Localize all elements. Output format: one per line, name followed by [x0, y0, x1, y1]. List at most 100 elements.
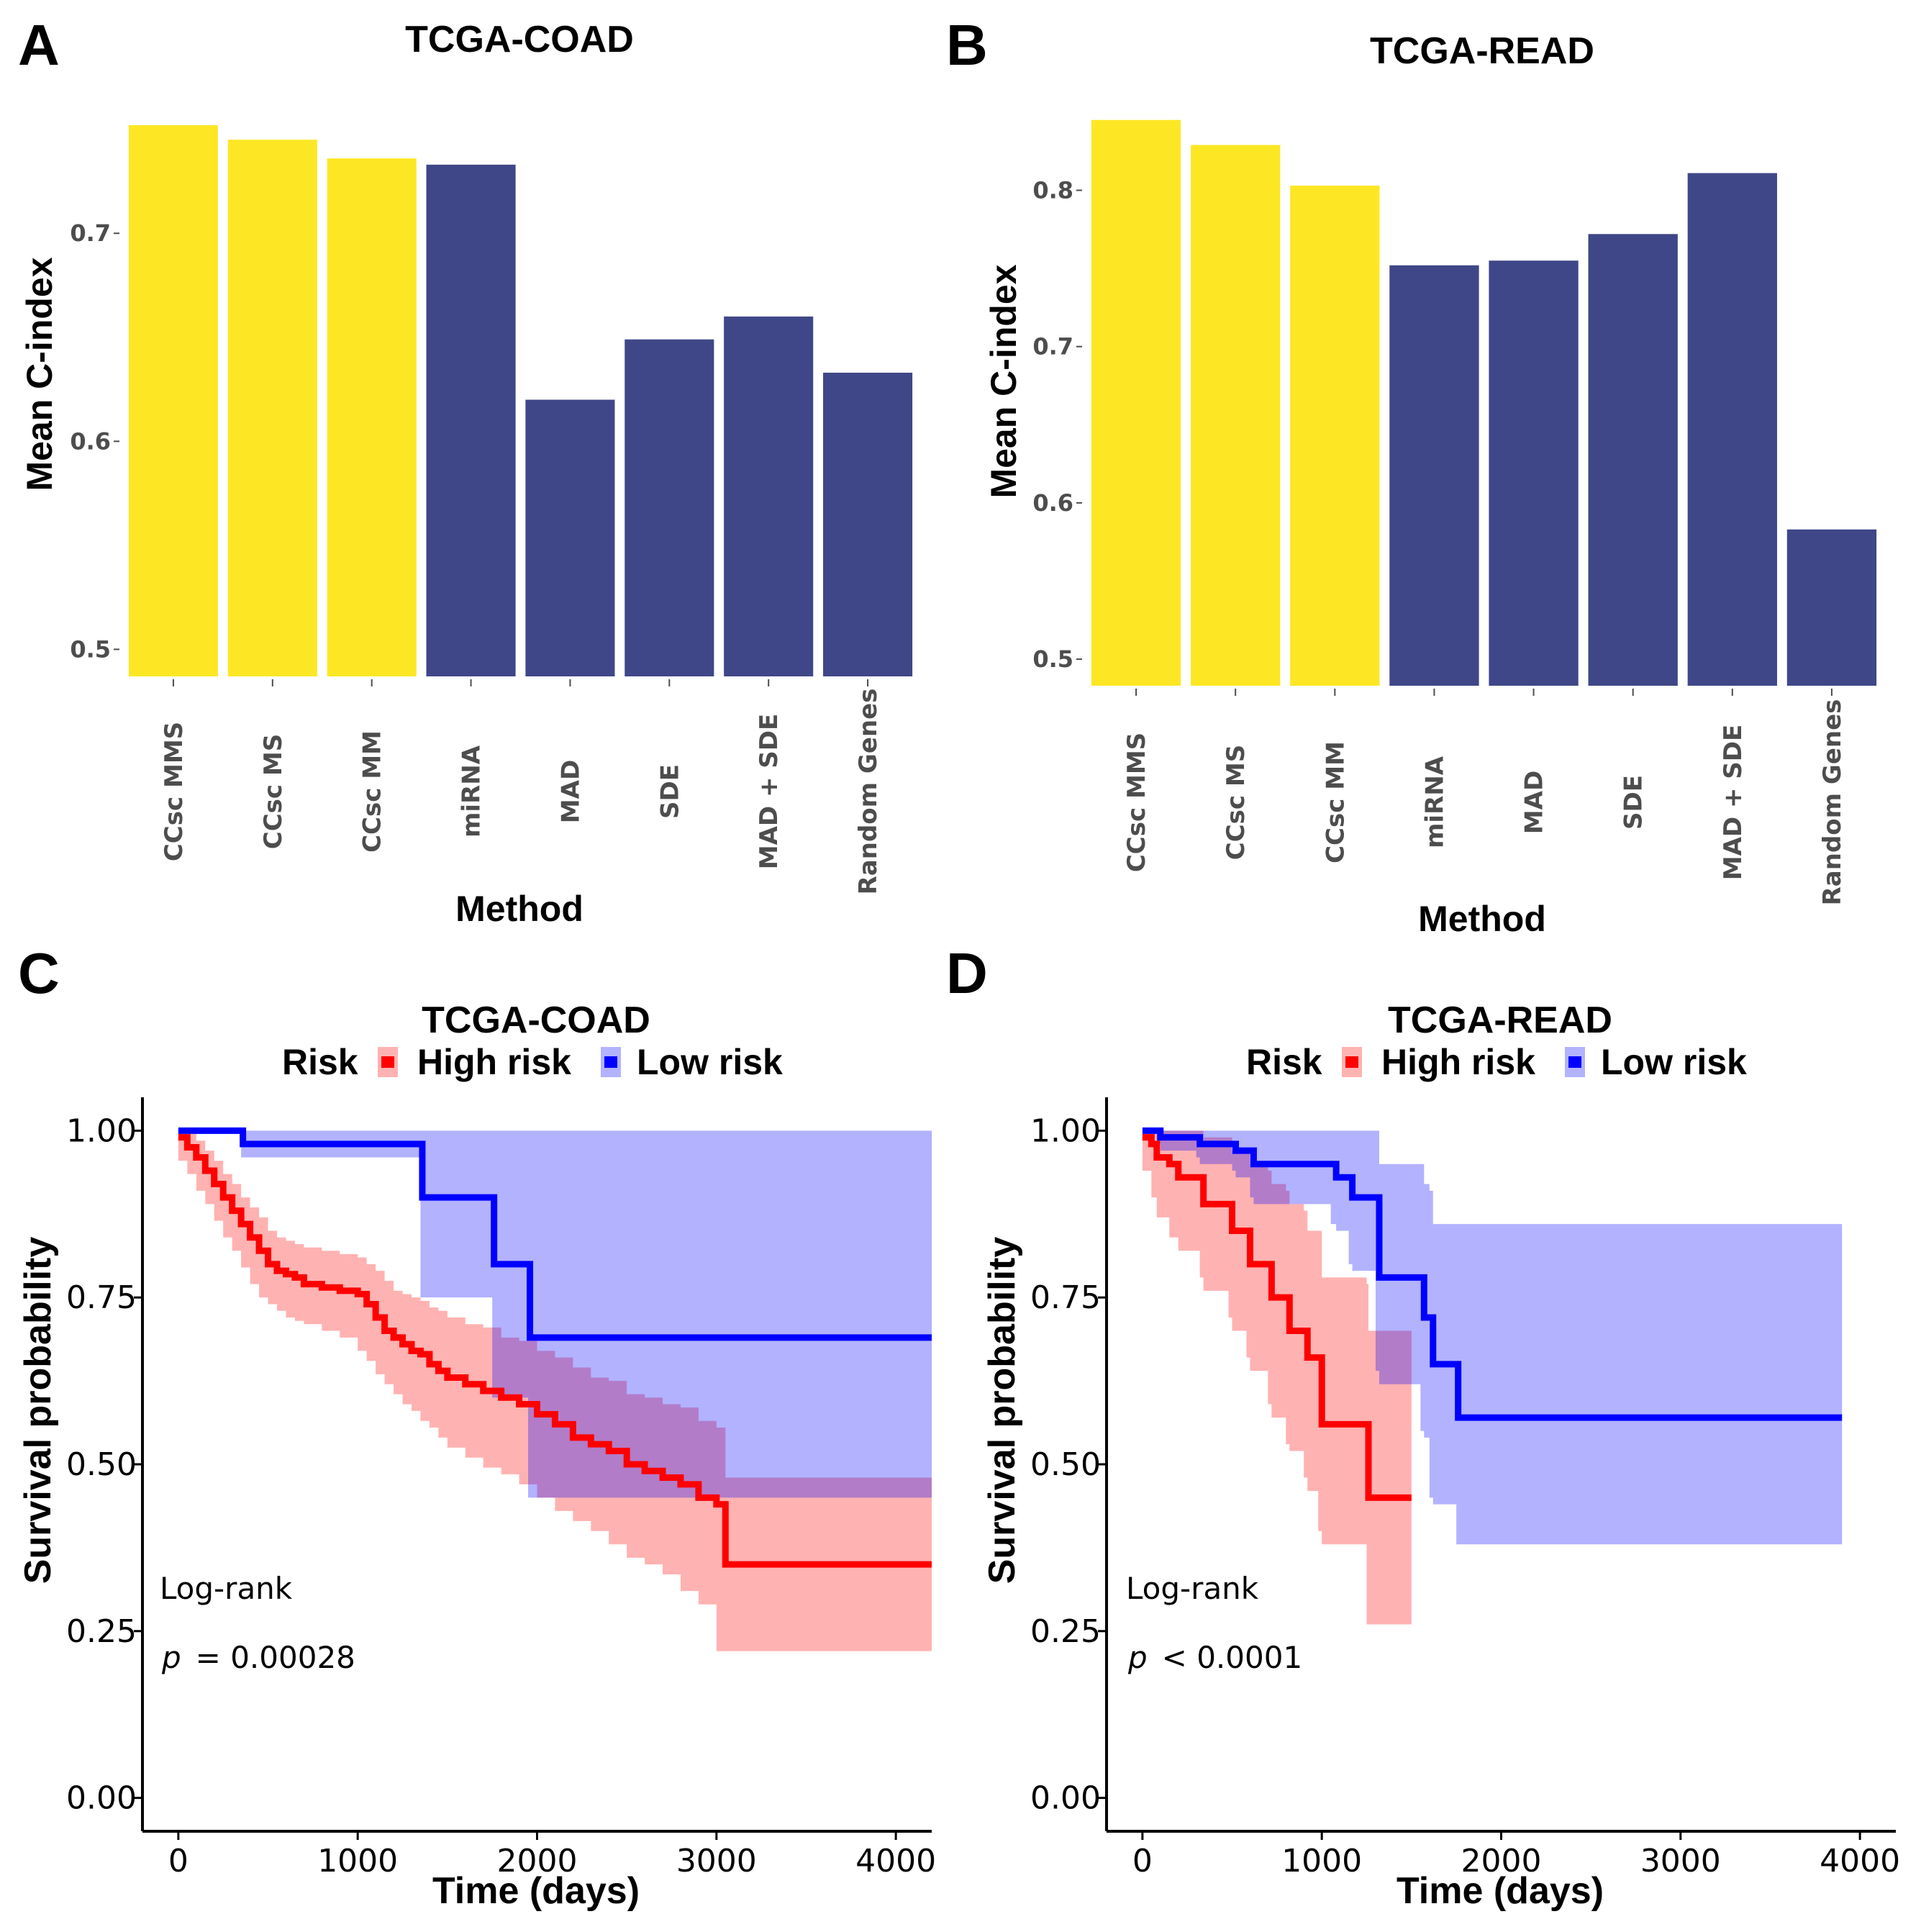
bar-chart-b: 0.5 0.6 0.7 0.8 CCsc MMS CCsc MS CCsc MM miRNA M… [1032, 119, 1877, 906]
legend-swatch-low-risk-d [1568, 1056, 1581, 1068]
panel-a-xlabel: Method [455, 889, 583, 929]
xtick-label-mad-sde: MAD + SDE [755, 714, 784, 869]
xtick-label-ccsc-mms: CCsc MMS [160, 722, 189, 861]
xtick-label-ccsc-ms: CCsc MS [259, 734, 288, 849]
bar-ccsc-mms [1091, 119, 1181, 686]
panel-c-xlabel: Time (days) [432, 1870, 640, 1912]
km-ytick-label: 0.50 [1030, 1446, 1101, 1483]
ci-band-high-risk [1142, 1130, 1412, 1625]
km-ytick-label: 0.25 [1030, 1613, 1101, 1650]
bar-mirna [426, 164, 516, 676]
panel-d-xlabel: Time (days) [1397, 1870, 1604, 1912]
km-ytick-label: 0.00 [66, 1780, 137, 1817]
ci-band-low-risk [178, 1130, 932, 1498]
bar-mad-sde [1687, 173, 1777, 686]
ytick-label: 0.5 [1032, 645, 1073, 673]
xtick-label-ccsc-ms: CCsc MS [1222, 745, 1250, 860]
km-ytick-label: 0.00 [1030, 1780, 1101, 1817]
bar-ccsc-ms [1191, 145, 1281, 686]
panel-d-ylabel: Survival probability [981, 1237, 1023, 1584]
ci-band-low-risk [1142, 1130, 1843, 1545]
panel-b-title: TCGA-READ [1370, 30, 1594, 72]
bar-random-genes [1786, 529, 1877, 686]
km-xtick-label: 4000 [855, 1843, 936, 1879]
panel-a-title: TCGA-COAD [405, 19, 634, 60]
bar-sde [625, 339, 714, 676]
xtick-label-mad-sde: MAD + SDE [1719, 725, 1748, 880]
panel-label-a: A [18, 13, 60, 77]
legend-label-high-risk-d: High risk [1381, 1042, 1535, 1082]
bar-ccsc-mm [1290, 185, 1380, 686]
logrank-label-d: Log-rank [1126, 1571, 1259, 1606]
xtick-label-sde: SDE [1620, 775, 1648, 830]
xtick-label-mirna: miRNA [1420, 756, 1449, 848]
ytick-label: 0.6 [70, 427, 111, 455]
p-symbol-d: p [1127, 1640, 1148, 1675]
p-value-c: = 0.00028 [196, 1640, 355, 1675]
km-ytick-label: 0.25 [66, 1613, 137, 1650]
panel-b-xlabel: Method [1418, 899, 1546, 939]
xtick-label-random-genes: Random Genes [1818, 699, 1847, 906]
km-xtick-label: 1000 [317, 1843, 398, 1879]
panel-d-title: TCGA-READ [1388, 999, 1612, 1041]
bar-mad [1489, 260, 1579, 686]
xtick-label-mad: MAD [1520, 771, 1549, 834]
p-value-d: < 0.0001 [1162, 1640, 1303, 1675]
bar-ccsc-mm [327, 158, 417, 676]
survival-curve-low-risk [178, 1127, 932, 1341]
km-xtick-label: 2000 [1461, 1843, 1542, 1879]
km-ytick-label: 0.75 [66, 1279, 137, 1316]
survival-curve-low-risk [1142, 1127, 1843, 1421]
ytick-label: 0.7 [70, 219, 111, 247]
legend-label-low-risk-c: Low risk [637, 1042, 783, 1082]
ytick-label: 0.6 [1032, 489, 1073, 517]
survival-curve-high-risk [178, 1134, 932, 1568]
km-ytick-label: 0.75 [1030, 1279, 1101, 1316]
xtick-label-random-genes: Random Genes [854, 689, 883, 895]
panel-a: A TCGA-COAD 0.5 0.6 0.7 CCsc MMS CCsc MS CCsc… [18, 13, 913, 929]
panel-d-legend: Risk High risk Low risk [1246, 1042, 1747, 1082]
xtick-label-ccsc-mms: CCsc MMS [1122, 733, 1151, 872]
panel-c-title: TCGA-COAD [422, 999, 650, 1041]
bar-mad-sde [724, 316, 814, 676]
km-plot-c: 0 1000 2000 3000 4000 0.00 0.25 0.50 0.75 1.00 [66, 1097, 936, 1879]
km-ytick-label: 1.00 [66, 1112, 137, 1149]
pvalue-c: p = 0.00028 [161, 1640, 355, 1675]
pvalue-d: p < 0.0001 [1127, 1640, 1302, 1675]
km-xtick-label: 0 [1132, 1843, 1153, 1879]
bar-mad [525, 399, 615, 676]
legend-label-low-risk-d: Low risk [1601, 1042, 1747, 1082]
xtick-label-sde: SDE [655, 764, 684, 819]
legend-title-d: Risk [1246, 1042, 1322, 1082]
xtick-label-ccsc-mm: CCsc MM [358, 730, 387, 853]
panel-c-ylabel: Survival probability [17, 1237, 59, 1584]
legend-label-high-risk-c: High risk [417, 1042, 571, 1082]
bar-sde [1588, 234, 1678, 686]
km-xtick-label: 3000 [1640, 1843, 1721, 1879]
survival-curve-high-risk [1142, 1134, 1412, 1501]
logrank-label-c: Log-rank [160, 1571, 293, 1606]
ci-band-high-risk [178, 1130, 932, 1651]
panel-c: C TCGA-COAD Risk High risk Low risk 0 100… [17, 941, 936, 1912]
xtick-label-mirna: miRNA [458, 745, 486, 838]
xtick-label-mad: MAD [556, 760, 585, 823]
panel-c-legend: Risk High risk Low risk [282, 1042, 783, 1082]
ytick-label: 0.5 [70, 635, 111, 663]
km-xtick-label: 0 [168, 1843, 189, 1879]
xtick-label-ccsc-mm: CCsc MM [1321, 741, 1350, 863]
panel-d: D TCGA-READ Risk High risk Low risk 0 100… [946, 941, 1900, 1912]
panel-label-b: B [946, 13, 988, 77]
bar-mirna [1389, 265, 1479, 686]
panel-b-ylabel: Mean C-index [984, 264, 1024, 498]
bar-ccsc-ms [227, 140, 317, 677]
km-xtick-label: 2000 [497, 1843, 578, 1879]
bar-ccsc-mms [128, 124, 218, 677]
bar-chart-a: 0.5 0.6 0.7 CCsc MMS CCsc MS CCsc MM miRNA MAD S… [70, 124, 913, 895]
bar-random-genes [823, 372, 913, 676]
legend-swatch-low-risk-c [604, 1056, 617, 1068]
panel-label-d: D [946, 941, 988, 1005]
km-ytick-label: 0.50 [66, 1446, 137, 1483]
km-xtick-label: 3000 [676, 1843, 757, 1879]
km-xtick-label: 4000 [1820, 1843, 1900, 1879]
